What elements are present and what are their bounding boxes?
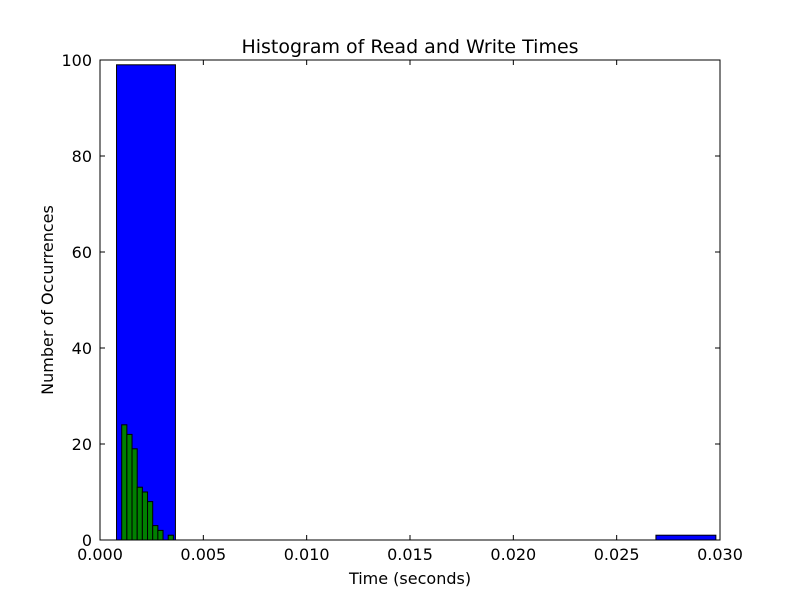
y-tick-label: 100: [61, 51, 92, 70]
y-tick-label: 40: [72, 339, 92, 358]
y-tick-label: 60: [72, 243, 92, 262]
histogram-bar-s1-9: [167, 534, 174, 541]
histogram-bar-s1-4: [141, 491, 149, 541]
y-tick-label: 0: [82, 531, 92, 550]
x-tick-label: 0.010: [284, 545, 330, 564]
histogram-bar-s0-1: [655, 534, 717, 541]
x-tick-label: 0.020: [490, 545, 536, 564]
x-tick-label: 0.015: [387, 545, 433, 564]
ticks-layer: 0.000 0.005 0.010 0.015 0.020 0.025 0.030 0 20 40…: [61, 51, 742, 564]
histogram-bar-s1-5: [147, 501, 154, 541]
histogram-bar-s1-1: [126, 433, 133, 541]
y-tick-label: 80: [72, 147, 92, 166]
x-tick-label: 0.025: [594, 545, 640, 564]
y-axis-label: Number of Occurrences: [38, 205, 57, 395]
y-tick-label: 20: [72, 435, 92, 454]
histogram-bar-s1-7: [157, 529, 164, 541]
x-tick-label: 0.000: [77, 545, 123, 564]
x-tick-label: 0.005: [180, 545, 226, 564]
histogram-bar-s1-6: [152, 525, 159, 541]
bars-layer: [116, 64, 717, 541]
histogram-bar-s1-2: [131, 448, 138, 541]
x-tick-label: 0.030: [697, 545, 743, 564]
x-axis-label: Time (seconds): [348, 569, 471, 588]
histogram-bar-s1-3: [136, 486, 143, 541]
chart-title: Histogram of Read and Write Times: [241, 36, 578, 58]
histogram-bar-s1-0: [121, 424, 128, 541]
